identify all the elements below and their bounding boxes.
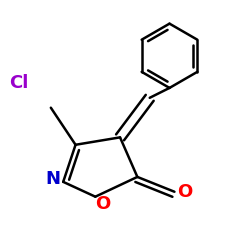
Text: O: O [177,183,192,201]
Text: Cl: Cl [9,74,29,92]
Text: O: O [95,195,110,213]
Text: N: N [46,170,61,188]
